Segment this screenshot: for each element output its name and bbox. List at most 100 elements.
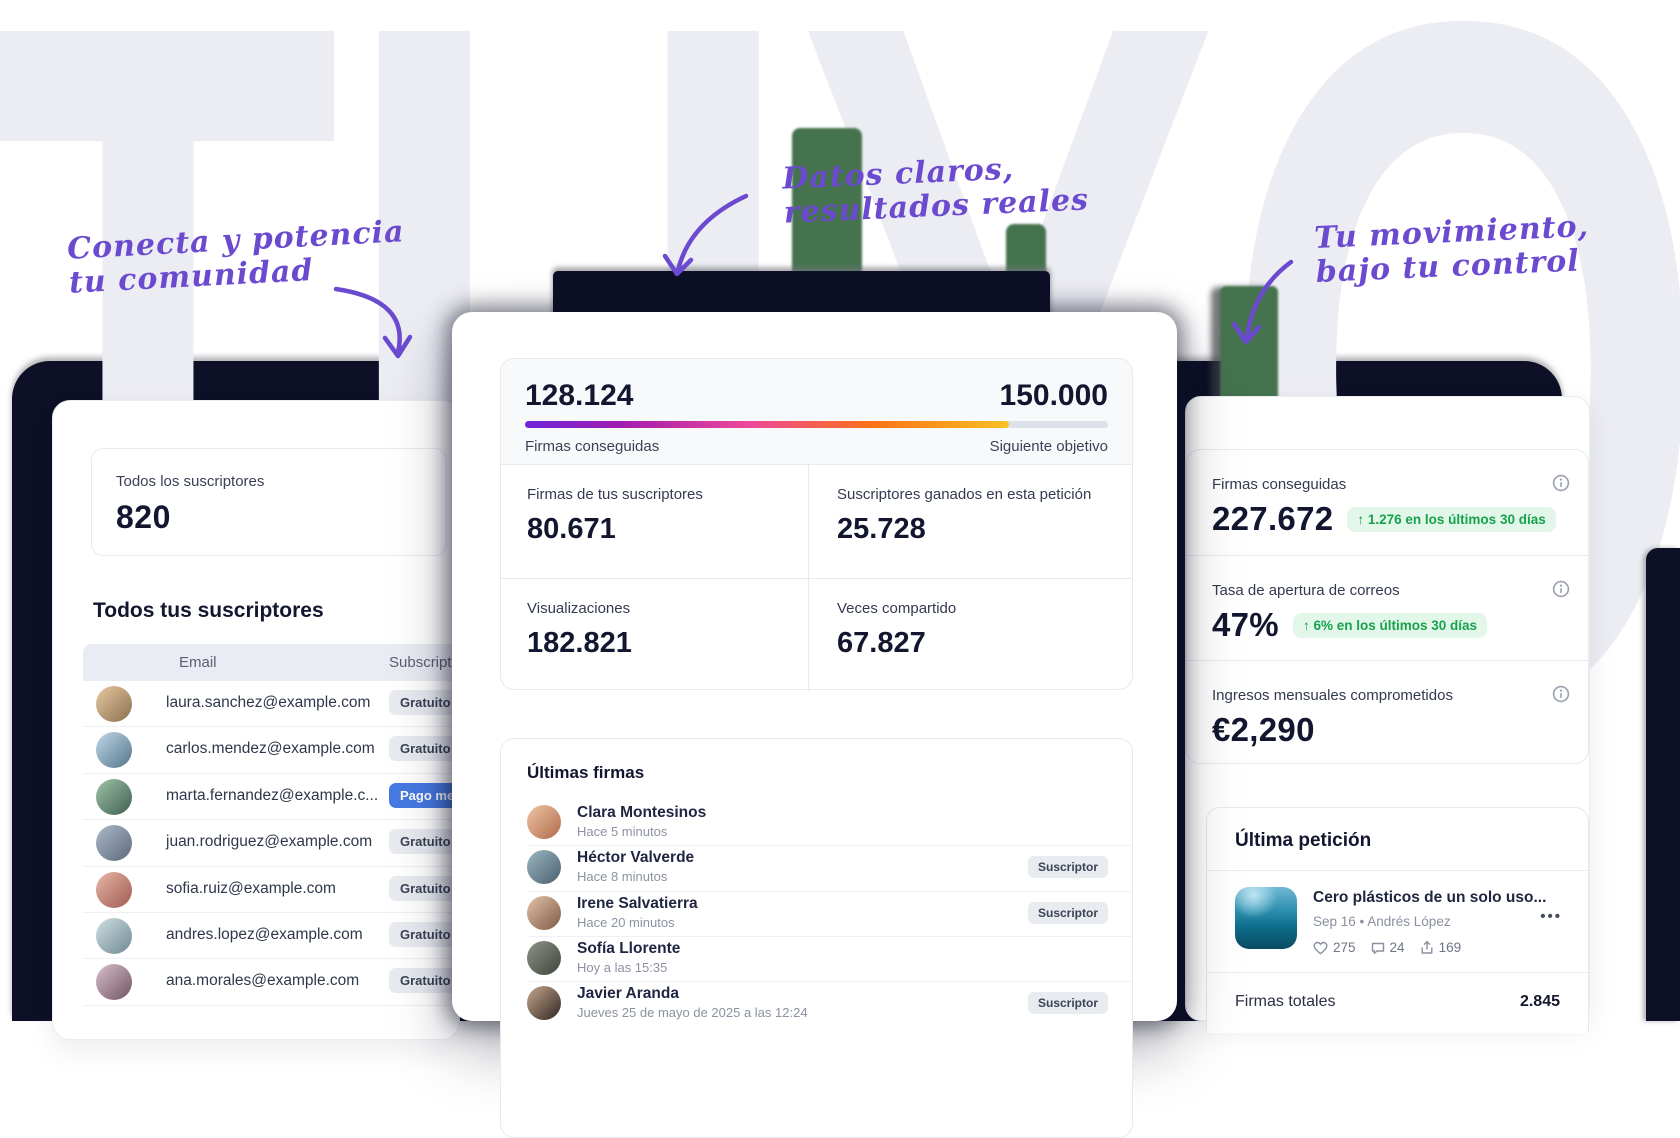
metric-value: 227.672 (1212, 500, 1334, 537)
plan-badge: Gratuito (389, 736, 459, 762)
subscriber-badge: Suscriptor (1027, 856, 1108, 879)
plan-badge: Gratuito (389, 690, 459, 715)
metrics-panel: Firmas conseguidas 227.672 ↑ 1.276 en lo… (1186, 449, 1589, 764)
comments-stat[interactable]: 24 (1371, 940, 1405, 955)
subscribers-table: Email Subscription laura.sanchez@example… (83, 644, 459, 1006)
comment-icon (1371, 942, 1384, 954)
petition-stats-grid: Firmas de tus suscriptores 80.671 Suscri… (501, 464, 1132, 691)
plan-badge: Gratuito (389, 968, 459, 994)
signature-time: Hace 5 minutos (577, 824, 668, 839)
signature-item[interactable]: Héctor Valverde Hace 8 minutos Suscripto… (501, 846, 1132, 892)
metric-delta-badge: ↑ 1.276 en los últimos 30 días (1347, 506, 1556, 532)
signer-name: Sofía Llorente (577, 939, 681, 957)
avatar (96, 825, 132, 862)
subscriber-badge: Suscriptor (1027, 901, 1108, 924)
annotation-datos: Datos claros, resultados reales (782, 149, 1090, 231)
avatar (527, 986, 561, 1021)
petition-stats-card: 128.124 150.000 Firmas conseguidas Sigui… (452, 312, 1177, 1138)
avatar (527, 895, 561, 930)
subscriber-badge: Suscriptor (1027, 992, 1108, 1015)
stat-value: 67.827 (837, 627, 926, 659)
green-accent-patch (1220, 286, 1278, 403)
progress-bar (525, 421, 1108, 428)
signer-name: Irene Salvatierra (577, 894, 698, 912)
table-row[interactable]: carlos.mendez@example.com Gratuito (83, 727, 459, 774)
divider (527, 981, 1132, 983)
signature-item[interactable]: Clara Montesinos Hace 5 minutos (501, 801, 1132, 847)
metric-label: Tasa de apertura de correos (1212, 582, 1400, 599)
petition-thumbnail[interactable] (1235, 887, 1297, 949)
navy-letter-shadow (1646, 548, 1680, 1021)
table-row[interactable]: andres.lopez@example.com Gratuito (83, 913, 459, 960)
subscriber-email: juan.rodriguez@example.com (166, 833, 373, 851)
signature-time: Hace 20 minutos (577, 914, 675, 930)
avatar (527, 940, 561, 975)
engagement-row: 275 24 169 (1313, 940, 1461, 955)
divider (527, 935, 1132, 937)
info-icon[interactable] (1552, 685, 1570, 703)
stat-cell: Visualizaciones 182.821 (501, 578, 808, 691)
stat-value: 80.671 (527, 513, 616, 545)
metric-value: 47% (1212, 606, 1279, 643)
metric-row: Ingresos mensuales comprometidos €2,290 (1187, 660, 1588, 765)
metric-label: Ingresos mensuales comprometidos (1212, 687, 1453, 704)
overflow-menu-button[interactable]: ••• (1540, 908, 1562, 925)
signatures-goal: 150.000 (999, 379, 1108, 412)
avatar (96, 778, 132, 815)
signature-item[interactable]: Sofía Llorente Hoy a las 15:35 (501, 937, 1132, 983)
column-email: Email (179, 654, 217, 671)
latest-signatures-panel: Últimas firmas Clara Montesinos Hace 5 m… (500, 738, 1133, 1138)
signature-time: Hace 8 minutos (577, 869, 668, 885)
divider (527, 845, 1132, 847)
metric-row: Tasa de apertura de correos 47% ↑ 6% en … (1187, 555, 1588, 660)
subscribers-summary-value: 820 (116, 499, 171, 535)
plan-badge: Pago mensual (389, 782, 459, 808)
table-row[interactable]: juan.rodriguez@example.com Gratuito (83, 820, 459, 867)
avatar (96, 732, 132, 769)
avatar (96, 917, 132, 954)
petition-item-title[interactable]: Cero plásticos de un solo uso... (1313, 889, 1547, 906)
last-petition-panel: Última petición Cero plásticos de un sol… (1206, 807, 1589, 1033)
stat-cell: Firmas de tus suscriptores 80.671 (501, 465, 808, 578)
shares-stat[interactable]: 169 (1420, 940, 1461, 955)
stat-label: Visualizaciones (527, 600, 631, 617)
total-signatures-label: Firmas totales (1235, 993, 1336, 1010)
avatar (527, 850, 561, 885)
avatar (527, 805, 561, 839)
table-header: Email Subscription (83, 644, 459, 681)
total-signatures-value: 2.845 (1519, 993, 1560, 1010)
divider (1207, 870, 1588, 871)
likes-count: 275 (1333, 940, 1356, 955)
info-icon[interactable] (1552, 580, 1570, 598)
stat-value: 182.821 (527, 627, 632, 659)
latest-signatures-title: Últimas firmas (527, 763, 645, 782)
metric-value: €2,290 (1212, 711, 1315, 748)
plan-badge: Gratuito (389, 875, 459, 901)
table-row[interactable]: sofia.ruiz@example.com Gratuito (83, 867, 459, 913)
annotation-movimiento: Tu movimiento, bajo tu control (1314, 209, 1591, 290)
table-row[interactable]: ana.morales@example.com Gratuito (83, 959, 459, 1006)
stat-label: Firmas de tus suscriptores (527, 486, 703, 503)
table-row[interactable]: marta.fernandez@example.c... Pago mensua… (83, 774, 459, 821)
subscriber-email: andres.lopez@example.com (166, 925, 363, 943)
signature-item[interactable]: Javier Aranda Jueves 25 de mayo de 2025 … (501, 982, 1132, 1027)
table-row[interactable]: laura.sanchez@example.com Gratuito (83, 681, 459, 728)
subscriber-email: sofia.ruiz@example.com (166, 879, 336, 897)
subscriber-email: marta.fernandez@example.c... (166, 786, 379, 804)
stat-cell: Suscriptores ganados en esta petición 25… (808, 465, 1132, 578)
progress-current-label: Firmas conseguidas (525, 438, 660, 455)
metric-row: Firmas conseguidas 227.672 ↑ 1.276 en lo… (1187, 450, 1588, 555)
heart-icon (1313, 941, 1328, 954)
info-icon[interactable] (1552, 474, 1570, 492)
subscriber-email: carlos.mendez@example.com (166, 740, 375, 758)
divider (1207, 972, 1588, 973)
avatar (96, 871, 132, 908)
stat-cell: Veces compartido 67.827 (808, 578, 1132, 691)
signer-name: Héctor Valverde (577, 849, 695, 867)
signature-item[interactable]: Irene Salvatierra Hace 20 minutos Suscri… (501, 892, 1132, 937)
signature-progress-panel: 128.124 150.000 Firmas conseguidas Sigui… (500, 358, 1133, 691)
likes-stat[interactable]: 275 (1313, 940, 1356, 955)
metric-delta-badge: ↑ 6% en los últimos 30 días (1292, 612, 1488, 638)
avatar (96, 964, 132, 1001)
share-icon (1421, 940, 1433, 954)
